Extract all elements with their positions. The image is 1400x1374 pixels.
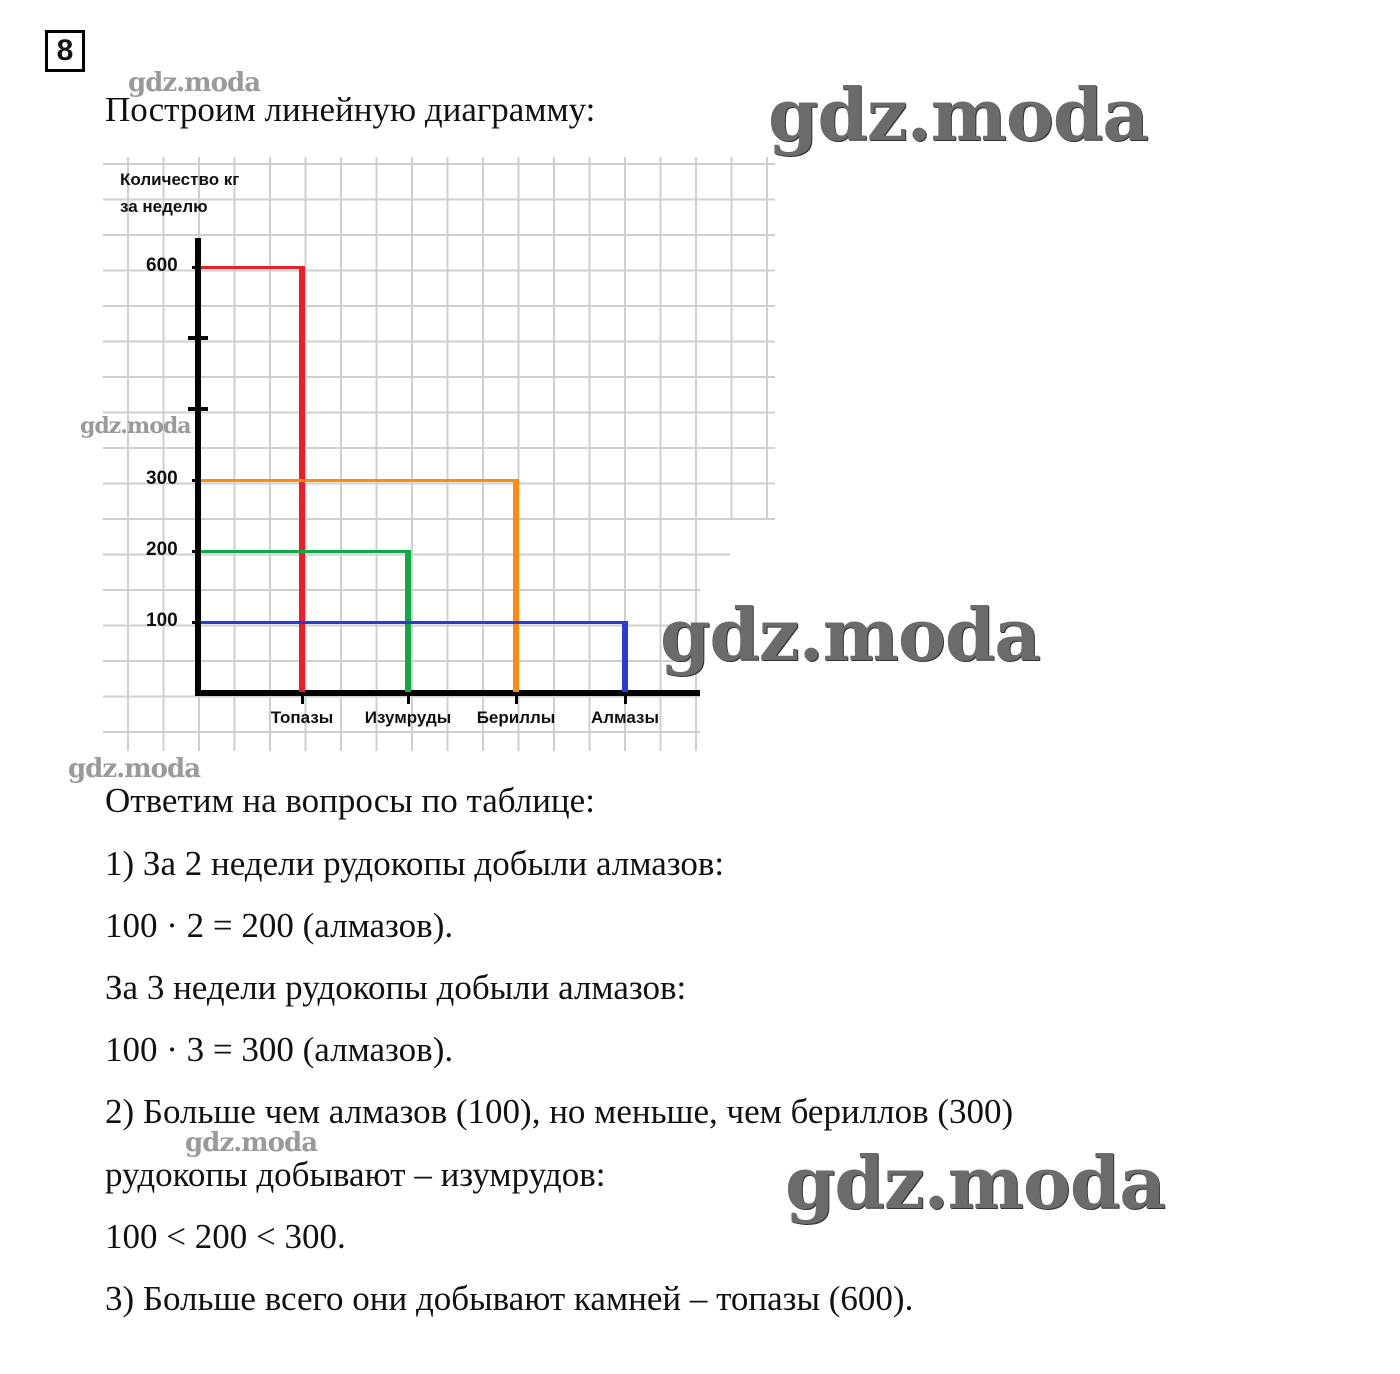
series-line-horizontal	[201, 266, 305, 269]
series-line-horizontal	[201, 479, 519, 482]
y-axis	[195, 238, 201, 696]
series-line-vertical	[622, 621, 628, 692]
category-label: Алмазы	[590, 708, 660, 727]
watermark: gdz.moda	[785, 1140, 1166, 1225]
y-axis-label-line: за неделю	[120, 197, 208, 216]
answer-line: 3) Больше всего они добывают камней – то…	[105, 1279, 914, 1318]
answer-line: За 3 недели рудокопы добыли алмазов:	[105, 968, 687, 1007]
answer-line: рудокопы добывают – изумрудов:	[105, 1155, 606, 1194]
y-tick-label: 100	[146, 610, 178, 631]
series-line-vertical	[513, 479, 519, 692]
x-tick-mark	[515, 690, 518, 704]
y-tick-mark	[192, 621, 204, 624]
task-number: 8	[45, 30, 85, 72]
watermark: gdz.moda	[660, 592, 1041, 677]
watermark: gdz.moda	[68, 754, 201, 784]
watermark: gdz.moda	[185, 1128, 318, 1158]
y-tick-label: 600	[146, 255, 178, 276]
answers-heading: Ответим на вопросы по таблице:	[105, 781, 595, 820]
y-tick-mark	[192, 550, 204, 553]
watermark: gdz.moda	[80, 413, 192, 439]
series-line-horizontal	[201, 621, 628, 624]
answer-line: 2) Больше чем алмазов (100), но меньше, …	[105, 1092, 1014, 1131]
series-line-horizontal	[201, 550, 411, 553]
category-label: Изумруды	[364, 708, 452, 727]
answer-line: 100 · 3 = 300 (алмазов).	[105, 1030, 454, 1069]
watermark: gdz.moda	[128, 68, 261, 98]
x-tick-mark	[407, 690, 410, 704]
y-tick-mark	[188, 407, 208, 411]
answer-line: 100 < 200 < 300.	[105, 1217, 346, 1256]
y-axis-label-line: Количество кг	[120, 170, 240, 189]
x-tick-mark	[301, 690, 304, 704]
category-label: Бериллы	[476, 708, 556, 727]
y-tick-label: 300	[146, 468, 178, 489]
y-axis-label: Количество кг за неделю	[120, 166, 239, 220]
category-label: Топазы	[270, 708, 334, 727]
y-tick-mark	[188, 336, 208, 340]
y-tick-label: 200	[146, 539, 178, 560]
y-tick-mark	[192, 479, 204, 482]
chart-grid	[103, 157, 775, 751]
answer-line: 1) За 2 недели рудокопы добыли алмазов:	[105, 844, 725, 883]
x-axis	[195, 690, 700, 696]
grid-mask	[700, 560, 800, 760]
answer-line: 100 · 2 = 200 (алмазов).	[105, 906, 454, 945]
intro-text: Построим линейную диаграмму:	[105, 90, 596, 129]
watermark: gdz.moda	[768, 72, 1149, 157]
x-tick-mark	[624, 690, 627, 704]
line-diagram: Количество кг за неделю 100 200 300 600 Топа…	[0, 0, 800, 760]
y-tick-mark	[192, 266, 204, 269]
